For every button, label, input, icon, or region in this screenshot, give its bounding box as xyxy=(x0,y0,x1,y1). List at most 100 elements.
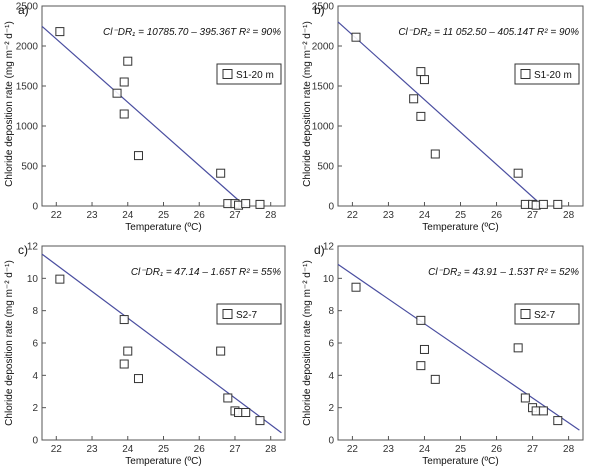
y-tick-label: 8 xyxy=(32,306,38,317)
y-tick-label: 2500 xyxy=(312,2,335,13)
legend-label: S2-7 xyxy=(534,310,556,321)
y-tick-label: 0 xyxy=(32,202,38,213)
x-tick-label: 25 xyxy=(455,444,467,455)
y-tick-label: 4 xyxy=(328,371,334,382)
x-axis-title: Temperature (ºC) xyxy=(125,222,201,233)
legend-marker xyxy=(520,69,531,79)
regression-line xyxy=(41,25,246,207)
y-tick-label: 8 xyxy=(328,306,334,317)
y-tick-label: 1500 xyxy=(16,82,39,93)
panel-a: 22 23 24 25 26 27 28 0 500 1000 1500 2000 2500 Temper… xyxy=(4,2,286,233)
x-tick-label: 27 xyxy=(527,444,539,455)
panel-b: 22 23 24 25 26 27 28 0 500 1000 1500 2000 2500 Temper… xyxy=(302,2,584,233)
data-point xyxy=(351,282,361,292)
y-tick-label: 1000 xyxy=(312,122,335,133)
panel-label: c) xyxy=(18,243,28,257)
x-tick-label: 25 xyxy=(158,444,170,455)
legend-label: S1-20 m xyxy=(236,70,274,81)
data-point xyxy=(112,88,122,98)
x-tick-label: 28 xyxy=(265,210,277,221)
y-tick-label: 12 xyxy=(323,242,335,253)
data-point xyxy=(119,109,129,119)
y-tick-label: 0 xyxy=(32,436,38,447)
regression-equation: Cl⁻DR₂ = 43.91 – 1.53T R² = 52% xyxy=(428,267,579,278)
data-point xyxy=(538,406,548,416)
data-point xyxy=(55,27,65,37)
data-point xyxy=(416,361,426,371)
data-point xyxy=(133,151,143,161)
data-point xyxy=(416,315,426,325)
x-tick-label: 25 xyxy=(158,210,170,221)
regression-equation: Cl⁻DR₁ = 47.14 – 1.65T R² = 55% xyxy=(131,267,281,278)
x-tick-label: 27 xyxy=(229,210,241,221)
y-tick-label: 2000 xyxy=(312,42,335,53)
y-tick-label: 1500 xyxy=(312,82,335,93)
data-point xyxy=(55,274,65,284)
data-point xyxy=(119,315,129,325)
x-tick-label: 28 xyxy=(563,210,575,221)
data-point xyxy=(241,199,251,209)
data-point xyxy=(538,199,548,209)
data-point xyxy=(216,346,226,356)
y-axis-title: Chloride deposition rate (mg m⁻² d⁻¹) xyxy=(302,21,313,187)
legend-marker xyxy=(222,69,233,79)
y-tick-label: 4 xyxy=(32,371,38,382)
regression-line xyxy=(337,263,580,431)
x-tick-label: 26 xyxy=(491,210,503,221)
x-tick-label: 23 xyxy=(383,210,395,221)
data-point xyxy=(553,416,563,426)
legend-box xyxy=(216,303,282,325)
x-tick-label: 23 xyxy=(383,444,395,455)
data-point xyxy=(409,94,419,104)
legend: S1-20 m xyxy=(216,63,282,85)
data-point xyxy=(553,199,563,209)
x-tick-label: 24 xyxy=(419,444,431,455)
legend-box xyxy=(514,63,580,85)
data-point xyxy=(351,32,361,42)
data-point xyxy=(513,343,523,353)
y-tick-label: 12 xyxy=(27,242,39,253)
data-point xyxy=(419,344,429,354)
data-point xyxy=(241,408,251,418)
data-point xyxy=(430,149,440,159)
x-tick-label: 26 xyxy=(194,444,206,455)
data-point xyxy=(419,75,429,85)
x-tick-label: 22 xyxy=(347,210,359,221)
x-tick-label: 22 xyxy=(51,210,63,221)
y-tick-label: 2000 xyxy=(16,42,39,53)
legend-label: S2-7 xyxy=(236,310,258,321)
y-tick-label: 6 xyxy=(32,339,38,350)
x-tick-label: 22 xyxy=(347,444,359,455)
x-axis-title: Temperature (ºC) xyxy=(422,456,498,467)
x-tick-label: 26 xyxy=(194,210,206,221)
legend: S2-7 xyxy=(216,303,282,325)
data-point xyxy=(416,111,426,121)
y-tick-label: 2 xyxy=(328,403,334,414)
y-axis-title: Chloride deposition rate (mg m⁻² d⁻¹) xyxy=(4,21,15,187)
data-point xyxy=(255,416,265,426)
y-axis-title: Chloride deposition rate (mg m⁻² d⁻¹) xyxy=(4,260,15,426)
legend-marker xyxy=(520,309,531,319)
x-tick-label: 24 xyxy=(122,210,134,221)
legend-marker xyxy=(222,309,233,319)
panel-label: b) xyxy=(314,3,325,17)
legend: S2-7 xyxy=(514,303,580,325)
regression-line xyxy=(337,21,544,207)
regression-equation: Cl⁻DR₁ = 10785.70 – 395.36T R² = 90% xyxy=(103,27,281,38)
data-point xyxy=(223,393,233,403)
legend: S1-20 m xyxy=(514,63,580,85)
x-tick-label: 28 xyxy=(563,444,575,455)
x-tick-label: 25 xyxy=(455,210,467,221)
x-tick-label: 23 xyxy=(86,210,98,221)
data-point xyxy=(513,168,523,178)
x-tick-label: 24 xyxy=(419,210,431,221)
data-point xyxy=(255,199,265,209)
x-tick-label: 27 xyxy=(527,210,539,221)
data-point xyxy=(119,77,129,87)
x-tick-label: 22 xyxy=(51,444,63,455)
legend-box xyxy=(216,63,282,85)
y-axis-title: Chloride deposition rate (mg m⁻² d⁻¹) xyxy=(302,260,313,426)
